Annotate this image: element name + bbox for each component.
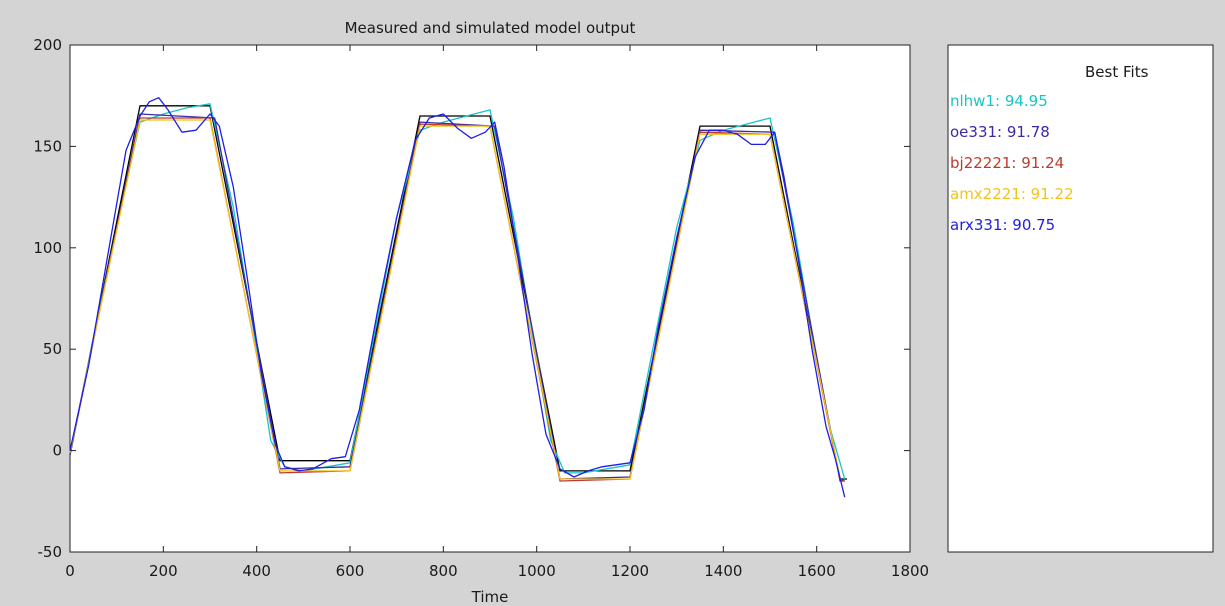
legend-entries: nlhw1: 94.95 oe331: 91.78 bj22221: 91.24 am… bbox=[950, 92, 1074, 234]
x-axis-label: Time bbox=[471, 588, 509, 606]
x-tick-label: 1600 bbox=[798, 562, 836, 580]
y-tick-label: 150 bbox=[33, 137, 62, 155]
x-tick-label: 0 bbox=[65, 562, 75, 580]
legend-entry-2: bj22221: 91.24 bbox=[950, 154, 1064, 172]
legend-title: Best Fits bbox=[1085, 63, 1149, 81]
x-tick-label: 1800 bbox=[891, 562, 929, 580]
plot-area bbox=[69, 44, 911, 553]
series-line-5 bbox=[69, 97, 846, 498]
x-tick-label: 800 bbox=[429, 562, 458, 580]
x-tick-label: 600 bbox=[336, 562, 365, 580]
legend-entry-1: oe331: 91.78 bbox=[950, 123, 1050, 141]
chart-title: Measured and simulated model output bbox=[345, 19, 636, 37]
y-tick-label: 50 bbox=[43, 340, 62, 358]
x-tick-label: 1400 bbox=[704, 562, 742, 580]
legend-panel bbox=[947, 44, 1214, 553]
legend-entry-0: nlhw1: 94.95 bbox=[950, 92, 1048, 110]
y-tick-label: -50 bbox=[38, 543, 63, 561]
legend-entry-3: amx2221: 91.22 bbox=[950, 185, 1074, 203]
ticks-layer: 0 200 400 600 800 1000 1200 1400 1600 1800-500501… bbox=[33, 36, 929, 580]
y-tick-label: 200 bbox=[33, 36, 62, 54]
series-layer bbox=[69, 97, 847, 498]
x-tick-label: 1200 bbox=[611, 562, 649, 580]
legend-entry-4: arx331: 90.75 bbox=[950, 216, 1055, 234]
x-tick-label: 1000 bbox=[518, 562, 556, 580]
x-tick-label: 200 bbox=[149, 562, 178, 580]
x-tick-label: 400 bbox=[242, 562, 271, 580]
y-tick-label: 100 bbox=[33, 239, 62, 257]
y-tick-label: 0 bbox=[52, 442, 62, 460]
